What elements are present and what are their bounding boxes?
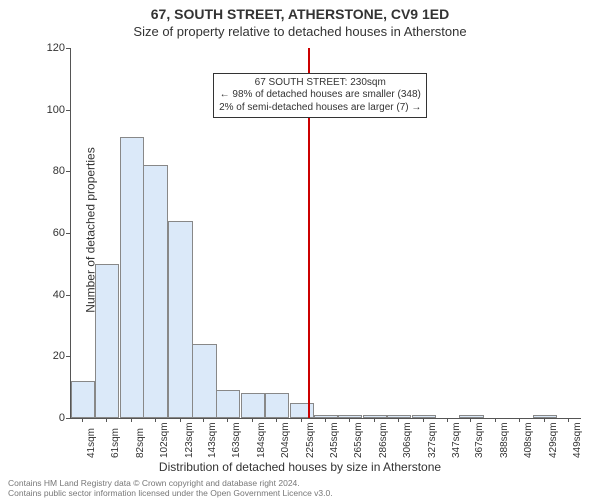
y-tick-label: 60 [25,227,65,239]
chart-subtitle: Size of property relative to detached ho… [0,24,600,39]
x-tick-mark [398,418,399,422]
x-tick-label: 429sqm [548,422,559,458]
x-tick-label: 347sqm [451,422,462,458]
y-tick-mark [66,418,70,419]
annotation-line-1: 67 SOUTH STREET: 230sqm [219,77,421,90]
histogram-bar [168,221,192,418]
x-tick-mark [495,418,496,422]
y-tick-label: 20 [25,350,65,362]
x-tick-label: 143sqm [207,422,218,458]
annotation-line-2: ← 98% of detached houses are smaller (34… [219,89,421,102]
x-tick-label: 265sqm [353,422,364,458]
histogram-bar [387,415,411,418]
y-tick-mark [66,48,70,49]
y-tick-mark [66,356,70,357]
y-tick-mark [66,295,70,296]
x-tick-mark [106,418,107,422]
annotation-box: 67 SOUTH STREET: 230sqm ← 98% of detache… [213,73,427,119]
footer-line-1: Contains HM Land Registry data © Crown c… [8,478,333,488]
x-tick-label: 449sqm [572,422,583,458]
x-tick-label: 408sqm [523,422,534,458]
x-tick-label: 327sqm [427,422,438,458]
histogram-bar [216,390,240,418]
y-tick-label: 100 [25,104,65,116]
x-tick-label: 225sqm [305,422,316,458]
x-tick-label: 184sqm [256,422,267,458]
x-tick-label: 204sqm [280,422,291,458]
histogram-bar [459,415,483,418]
y-tick-label: 40 [25,289,65,301]
histogram-bar [143,165,167,418]
y-tick-mark [66,171,70,172]
histogram-bar [241,393,265,418]
x-tick-mark [447,418,448,422]
x-tick-label: 306sqm [402,422,413,458]
chart-container: 67, SOUTH STREET, ATHERSTONE, CV9 1ED Si… [0,0,600,500]
x-tick-mark [544,418,545,422]
x-tick-label: 41sqm [86,428,97,458]
x-tick-mark [203,418,204,422]
annotation-line-3: 2% of semi-detached houses are larger (7… [219,102,421,115]
x-tick-mark [180,418,181,422]
histogram-bar [95,264,119,418]
x-tick-label: 123sqm [184,422,195,458]
x-tick-label: 286sqm [378,422,389,458]
x-tick-label: 61sqm [110,428,121,458]
histogram-bar [192,344,216,418]
footer-line-2: Contains public sector information licen… [8,488,333,498]
x-tick-label: 245sqm [329,422,340,458]
x-tick-label: 82sqm [135,428,146,458]
x-tick-mark [155,418,156,422]
x-tick-mark [423,418,424,422]
y-tick-mark [66,233,70,234]
histogram-bar [265,393,289,418]
x-tick-mark [131,418,132,422]
x-tick-mark [227,418,228,422]
chart-title: 67, SOUTH STREET, ATHERSTONE, CV9 1ED [0,6,600,22]
x-tick-mark [568,418,569,422]
x-tick-mark [349,418,350,422]
histogram-bar [120,137,144,418]
x-tick-mark [82,418,83,422]
x-tick-label: 163sqm [231,422,242,458]
x-tick-mark [470,418,471,422]
histogram-bar [71,381,95,418]
x-tick-mark [301,418,302,422]
x-tick-mark [374,418,375,422]
footer-attribution: Contains HM Land Registry data © Crown c… [8,478,333,498]
histogram-bar [290,403,314,418]
y-tick-mark [66,110,70,111]
x-tick-label: 367sqm [474,422,485,458]
x-tick-mark [252,418,253,422]
x-tick-mark [325,418,326,422]
x-tick-label: 102sqm [159,422,170,458]
x-tick-mark [519,418,520,422]
y-tick-label: 0 [25,412,65,424]
x-tick-mark [276,418,277,422]
y-tick-label: 80 [25,165,65,177]
y-tick-label: 120 [25,42,65,54]
x-axis-label: Distribution of detached houses by size … [0,460,600,474]
x-tick-label: 388sqm [499,422,510,458]
